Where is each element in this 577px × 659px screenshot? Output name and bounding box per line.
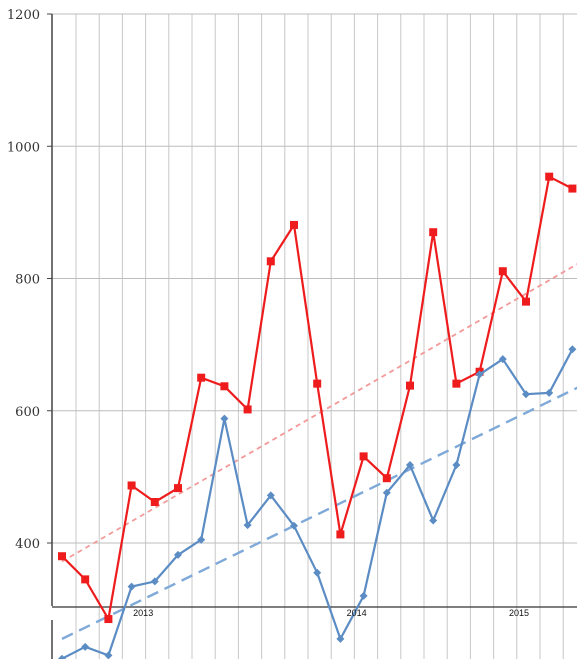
data-point — [313, 568, 322, 577]
x-tick-label: 2014 — [347, 608, 367, 618]
series-lines — [58, 172, 577, 659]
data-point — [197, 373, 206, 382]
data-point — [150, 577, 159, 586]
data-point — [58, 552, 66, 561]
y-tick-label: 600 — [15, 405, 40, 420]
grid — [52, 13, 577, 659]
data-point — [290, 220, 298, 229]
axes — [46, 13, 577, 659]
data-point — [290, 521, 298, 530]
data-point — [81, 642, 90, 651]
data-point — [243, 521, 252, 530]
trendlines — [61, 263, 577, 640]
series — [58, 345, 577, 659]
data-point — [545, 172, 554, 181]
axis-labels: 400 600 800 1000 1200 2013 2014 2015 — [7, 8, 529, 618]
data-point — [522, 297, 530, 306]
x-tick-label: 2015 — [509, 608, 529, 618]
data-point — [220, 414, 229, 423]
data-point — [406, 381, 414, 390]
data-point — [104, 615, 113, 624]
data-point — [452, 460, 461, 469]
data-point — [150, 498, 159, 507]
data-point — [406, 460, 414, 469]
data-point — [498, 355, 507, 364]
data-point — [475, 370, 484, 379]
y-tick-label: 800 — [15, 273, 40, 288]
x-tick-label: 2013 — [133, 608, 153, 618]
series-line — [61, 175, 573, 621]
data-point — [174, 484, 182, 493]
data-point — [545, 388, 554, 397]
data-point — [498, 267, 507, 276]
data-point — [266, 491, 275, 500]
data-point — [452, 379, 461, 388]
y-tick-label: 400 — [15, 537, 40, 552]
data-point — [359, 591, 368, 600]
data-point — [522, 390, 530, 399]
data-point — [568, 345, 577, 354]
data-point — [127, 481, 136, 490]
series — [58, 172, 577, 624]
data-point — [243, 405, 252, 414]
data-point — [359, 452, 368, 461]
data-point — [266, 257, 275, 266]
data-point — [197, 535, 206, 544]
data-point — [58, 654, 66, 659]
data-point — [127, 582, 136, 591]
y-tick-label: 1200 — [7, 8, 40, 23]
data-point — [382, 474, 391, 483]
data-point — [336, 634, 345, 643]
data-point — [313, 379, 322, 388]
y-tick-label: 1000 — [7, 140, 40, 155]
trendline — [61, 263, 577, 563]
data-point — [174, 550, 182, 559]
data-point — [429, 228, 438, 237]
data-point — [81, 575, 90, 584]
trendline — [61, 386, 577, 640]
data-point — [220, 382, 229, 391]
data-point — [336, 530, 345, 539]
axis-break — [46, 608, 56, 619]
data-point — [382, 488, 391, 497]
data-point — [568, 184, 577, 193]
data-point — [429, 516, 438, 525]
data-point — [104, 651, 113, 659]
